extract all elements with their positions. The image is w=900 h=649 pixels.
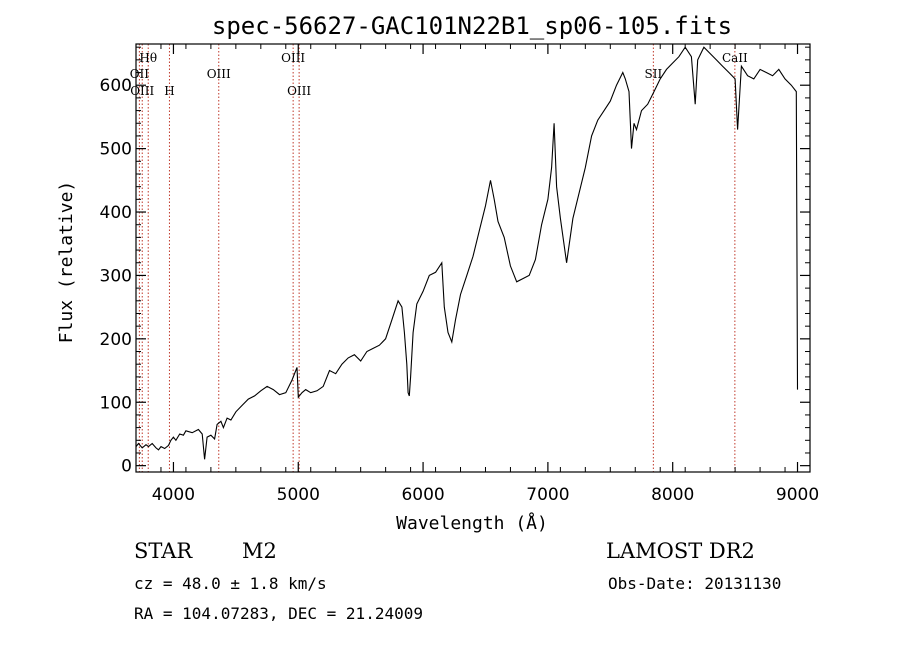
chart-title: spec-56627-GAC101N22B1_sp06-105.fits	[212, 12, 732, 40]
y-tick-label: 400	[100, 203, 132, 223]
line-marker-label: OIII	[281, 51, 305, 65]
line-marker-label: H	[164, 84, 174, 98]
observation-date: Obs-Date: 20131130	[608, 574, 781, 593]
y-tick-label: 500	[100, 140, 132, 160]
x-tick-label: 7000	[526, 485, 569, 505]
x-tick-label: 9000	[776, 485, 819, 505]
x-axis-label: Wavelength (Å)	[396, 512, 548, 534]
line-marker-label: OII	[130, 67, 150, 81]
line-marker-label: SII	[645, 67, 663, 81]
emission-line-markers	[138, 44, 736, 472]
redshift-cz: cz = 48.0 ± 1.8 km/s	[134, 574, 327, 593]
y-tick-label: 100	[100, 393, 132, 413]
plot-frame	[135, 43, 811, 473]
spectrum-line	[135, 46, 799, 460]
object-class: STAR	[134, 539, 193, 563]
x-tick-label: 8000	[651, 485, 694, 505]
x-tick-label: 5000	[277, 485, 320, 505]
survey-name: LAMOST DR2	[606, 539, 755, 563]
y-tick-label: 600	[100, 76, 132, 96]
line-marker-label: OIII	[287, 84, 311, 98]
coordinates: RA = 104.07283, DEC = 21.24009	[134, 604, 423, 623]
x-tick-label: 6000	[401, 485, 444, 505]
emission-line-labels: Hθ OII OIII H OIII OIII OIII SII CaII	[130, 51, 748, 98]
x-axis: 4000 5000 6000 7000 8000 9000	[135, 44, 819, 505]
line-marker-label: CaII	[722, 51, 748, 65]
x-tick-label: 4000	[152, 485, 195, 505]
line-marker-label: Hθ	[139, 51, 157, 65]
y-tick-label: 0	[121, 457, 132, 477]
y-tick-label: 300	[100, 266, 132, 286]
y-axis: 0 100 200 300 400 500 600	[100, 46, 810, 477]
y-axis-label: Flux (relative)	[56, 181, 77, 344]
line-marker-label: OIII	[207, 67, 231, 81]
line-marker-label: OIII	[130, 84, 154, 98]
object-subclass: M2	[242, 539, 277, 563]
y-tick-label: 200	[100, 330, 132, 350]
